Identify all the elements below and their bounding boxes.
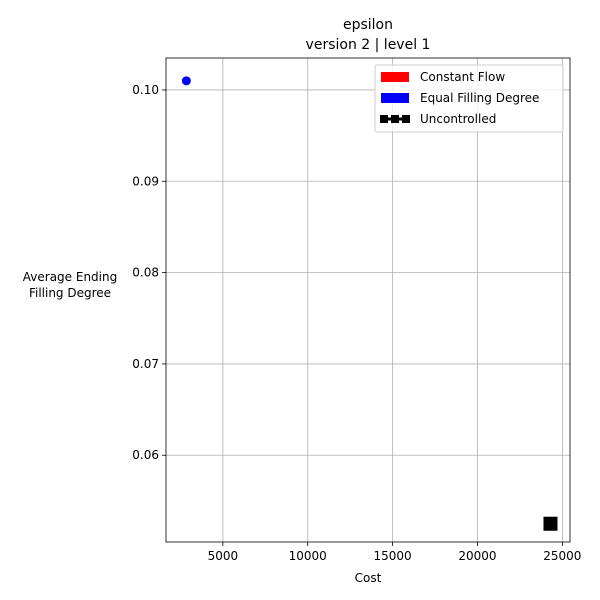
data-point-equal-filling-degree — [181, 76, 191, 86]
legend: Constant Flow Equal Filling Degree Uncontr… — [374, 64, 564, 133]
y-tick-label: 0.08 — [132, 266, 159, 280]
x-tick-label: 20000 — [458, 549, 496, 563]
legend-box — [374, 64, 564, 133]
legend-swatch-equal-filling-degree — [381, 93, 409, 103]
legend-swatch-uncontrolled — [380, 115, 410, 123]
y-tick-label: 0.09 — [132, 174, 159, 188]
x-tick-label: 5000 — [208, 549, 239, 563]
legend-label-equal-filling-degree: Equal Filling Degree — [420, 91, 539, 105]
y-tick-label: 0.07 — [132, 357, 159, 371]
y-axis-label-line-1: Average Ending — [23, 270, 117, 284]
x-axis-label: Cost — [355, 571, 382, 585]
chart-title: epsilon — [343, 17, 393, 33]
axis-ticks: 5000 10000 15000 20000 25000 0.06 0.07 0.08 0.09… — [132, 83, 581, 563]
data-point-uncontrolled — [543, 516, 558, 531]
chart-subtitle: version 2 | level 1 — [306, 37, 431, 53]
legend-swatch-constant-flow — [381, 72, 409, 82]
x-tick-label: 10000 — [289, 549, 327, 563]
y-axis-label-line-2: Filling Degree — [29, 286, 111, 300]
y-tick-label: 0.06 — [132, 448, 159, 462]
legend-label-constant-flow: Constant Flow — [420, 70, 505, 84]
legend-label-uncontrolled: Uncontrolled — [420, 112, 496, 126]
x-tick-label: 15000 — [374, 549, 412, 563]
data-points — [181, 76, 558, 531]
plot-frame — [165, 57, 571, 543]
x-tick-label: 25000 — [543, 549, 581, 563]
y-tick-label: 0.10 — [132, 83, 159, 97]
